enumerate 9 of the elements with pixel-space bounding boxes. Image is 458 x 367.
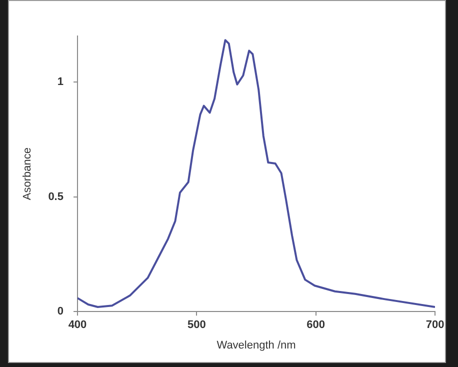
x-tick-label: 700 xyxy=(426,319,444,332)
y-tick-label: 1 xyxy=(57,76,64,88)
x-tick-label: 400 xyxy=(68,319,87,332)
y-axis-title: Asorbance xyxy=(22,148,34,200)
x-axis-title: Wavelength /nm xyxy=(216,339,296,352)
x-tick-label: 600 xyxy=(306,319,326,332)
x-tick-label: 500 xyxy=(187,319,206,332)
y-tick-label: 0 xyxy=(57,306,64,318)
y-tick-label: 0.5 xyxy=(48,190,64,203)
